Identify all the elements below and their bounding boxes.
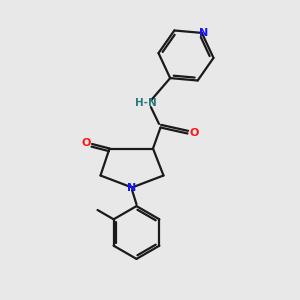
Text: H-N: H-N [135, 98, 156, 109]
Text: O: O [81, 137, 91, 148]
Text: N: N [199, 28, 208, 38]
Text: O: O [189, 128, 199, 139]
Text: N: N [128, 183, 136, 193]
